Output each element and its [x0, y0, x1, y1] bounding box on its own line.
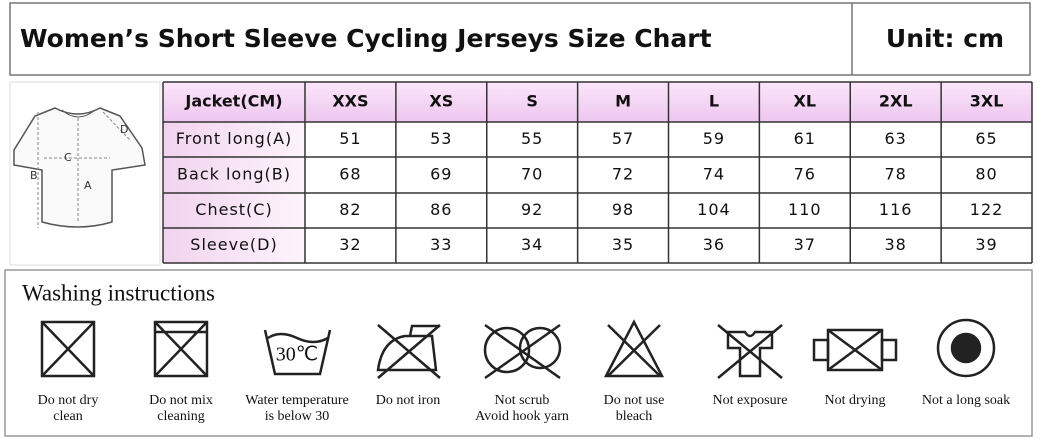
cell: 65: [975, 129, 997, 148]
cell: 68: [339, 165, 361, 184]
cell: 38: [885, 235, 907, 254]
row-header: Sleeve(D): [190, 235, 277, 254]
washing-label: Not scrub: [495, 393, 550, 408]
washing-label: is below 30: [265, 409, 330, 424]
size-table: Jacket(CM) XXS XS S M L XL 2XL 3XL Front long(A) 5…: [162, 81, 1033, 264]
row-header: Front long(A): [176, 129, 293, 148]
washing-icons: [40, 318, 996, 380]
row-header: Back long(B): [177, 165, 291, 184]
column-header: 2XL: [879, 92, 913, 111]
cell: 61: [794, 129, 816, 148]
diagram-label: A: [84, 179, 92, 192]
diagram-label: D: [120, 123, 128, 136]
cell: 80: [975, 165, 997, 184]
cell: 92: [521, 200, 543, 219]
washing-label: Do not iron: [376, 393, 441, 408]
column-header: XS: [429, 92, 453, 111]
column-header: XL: [794, 92, 817, 111]
cell: 37: [794, 235, 816, 254]
cell: 32: [339, 235, 361, 254]
cell: 78: [885, 165, 907, 184]
cell: 33: [430, 235, 452, 254]
header-bg: [163, 82, 1032, 122]
icon-text: 30℃: [276, 344, 318, 366]
washing-label: Not drying: [824, 393, 885, 408]
cell: 74: [703, 165, 725, 184]
cell: 57: [612, 129, 634, 148]
column-header: 3XL: [970, 92, 1004, 111]
diagram-label: B: [30, 169, 38, 182]
cell: 98: [612, 200, 634, 219]
unit: Unit: cm: [886, 24, 1004, 53]
washing-label: Not a long soak: [922, 393, 1010, 408]
cell: 39: [975, 235, 997, 254]
cell: 53: [430, 129, 452, 148]
washing-title: Washing instructions: [22, 280, 215, 305]
cell: 36: [703, 235, 725, 254]
title: Women’s Short Sleeve Cycling Jerseys Siz…: [20, 24, 712, 53]
cell: 69: [430, 165, 452, 184]
column-header: L: [709, 92, 719, 111]
column-header: M: [615, 92, 631, 111]
row-header: Chest(C): [195, 200, 272, 219]
cell: 51: [339, 129, 361, 148]
cell: 76: [794, 165, 816, 184]
washing-label: Water temperature: [245, 393, 348, 408]
cell: 63: [885, 129, 907, 148]
washing-label: Do not dry: [38, 393, 99, 408]
washing-label: Do not mix: [149, 393, 213, 408]
washing-label: Avoid hook yarn: [475, 409, 569, 424]
diagram-label: C: [64, 151, 72, 164]
washing-label: Do not use: [604, 393, 665, 408]
column-header: Jacket(CM): [184, 92, 282, 111]
cell: 122: [970, 200, 1004, 219]
cell: 110: [788, 200, 822, 219]
washing-box: [4, 269, 1033, 437]
cell: 104: [697, 200, 731, 219]
washing-label: bleach: [616, 409, 653, 424]
cell: 86: [430, 200, 452, 219]
cell: 82: [339, 200, 361, 219]
washing-label: Not exposure: [712, 393, 787, 408]
washing-label: clean: [53, 409, 83, 424]
cell: 70: [521, 165, 543, 184]
cell: 116: [879, 200, 913, 219]
jersey-diagram: D C B A: [9, 81, 161, 266]
cell: 72: [612, 165, 634, 184]
cell: 59: [703, 129, 725, 148]
washing-label: cleaning: [157, 409, 204, 424]
column-header: S: [526, 92, 538, 111]
cell: 34: [521, 235, 543, 254]
column-header: XXS: [332, 92, 368, 111]
title-box: [9, 2, 1031, 76]
cell: 55: [521, 129, 543, 148]
cell: 35: [612, 235, 634, 254]
